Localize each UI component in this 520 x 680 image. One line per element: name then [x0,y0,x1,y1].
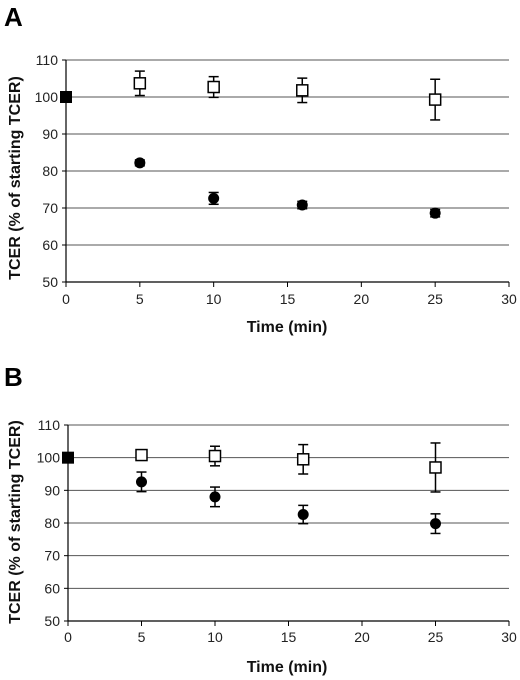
x-tick-label: 30 [501,629,517,645]
data-point-open-square [135,448,148,462]
panel-letter-b: B [4,362,23,392]
data-point-open-square [429,461,442,474]
data-point-filled-circle [136,476,147,488]
x-axis-title-a: Time (min) [247,319,328,336]
y-tick-label: 50 [42,274,58,290]
x-tick-label: 25 [427,291,443,307]
data-point-filled-square [62,451,74,464]
x-tick-label: 15 [281,629,297,645]
y-tick-label: 80 [42,163,58,179]
plot-area-a: 50 60 70 80 90 100 110 0 5 10 15 20 25 30 [35,52,517,307]
data-point-open-square [207,80,220,94]
data-point-filled-circle [134,157,146,169]
y-axis-title-a: TCER (% of starting TCER) [7,76,24,280]
data-point-filled-circle [208,192,220,204]
chart-b-svg: B 50 60 70 80 90 100 110 0 5 10 15 20 25 30 Time (min… [4,362,517,676]
y-tick-label: 110 [36,52,59,68]
y-tick-label: 50 [44,613,60,629]
panel-letter-a: A [4,2,23,32]
data-point-filled-circle [430,518,441,530]
plot-area-b: 50 60 70 80 90 100 110 0 5 10 15 20 25 30 [37,417,517,645]
y-tick-label: 100 [37,450,61,466]
y-tick-label: 80 [44,515,60,531]
y-tick-label: 60 [44,580,60,596]
y-tick-label: 90 [44,482,60,498]
data-point-open-square [208,449,222,463]
data-point-filled-circle [209,491,221,503]
y-tick-label: 70 [42,200,58,216]
y-axis-title-b: TCER (% of starting TCER) [7,420,24,624]
data-point-filled-circle [296,199,308,211]
x-tick-label: 15 [280,291,296,307]
x-tick-label: 5 [136,291,144,307]
x-tick-label: 25 [428,629,444,645]
chart-a-svg: A 50 60 70 80 90 100 110 0 5 10 15 20 25 30 Time (min… [4,2,517,336]
chart-panel-b: B 50 60 70 80 90 100 110 0 5 10 15 20 25 30 Time (min… [0,360,520,680]
data-point-filled-square [60,91,72,103]
data-point-open-square [428,93,442,106]
data-point-open-square [296,453,310,466]
y-tick-label: 60 [42,237,58,253]
x-tick-label: 10 [206,291,222,307]
data-point-filled-circle [429,207,441,219]
y-tick-label: 110 [38,417,61,433]
data-point-open-square [296,84,309,97]
x-tick-label: 20 [354,291,370,307]
x-tick-label: 5 [138,629,146,645]
x-tick-label: 10 [207,629,223,645]
y-tick-label: 70 [44,548,60,564]
chart-panel-a: A 50 60 70 80 90 100 110 0 5 10 15 20 25 30 Time (min… [4,2,517,336]
x-axis-title-b: Time (min) [247,659,328,676]
y-tick-label: 100 [35,89,59,105]
y-tick-label: 90 [42,126,58,142]
data-point-open-square [133,77,147,90]
x-tick-label: 0 [64,629,72,645]
data-point-filled-circle [297,509,309,521]
x-tick-label: 20 [354,629,370,645]
x-tick-label: 0 [62,291,70,307]
x-tick-label: 30 [501,291,517,307]
